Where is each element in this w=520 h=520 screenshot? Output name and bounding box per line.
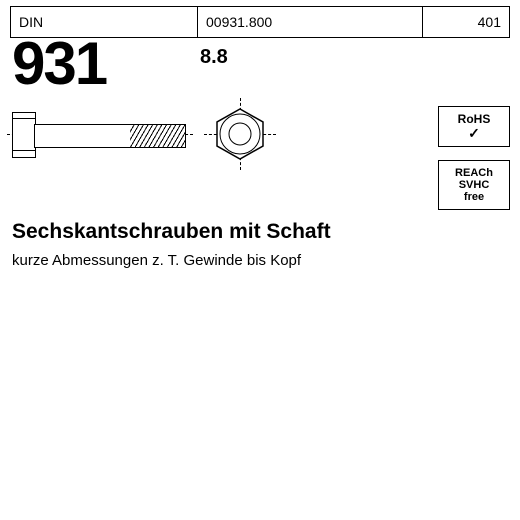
bolt-front-view: [210, 104, 270, 164]
header-right-cell: 401: [423, 7, 510, 37]
bolt-head-mid: [12, 118, 36, 154]
bolt-head-flange-bot: [12, 150, 36, 158]
rohs-check-icon: ✓: [443, 126, 505, 140]
rohs-badge: RoHS ✓: [438, 106, 510, 147]
product-title: Sechskantschrauben mit Schaft: [12, 220, 331, 244]
header-right: 401: [478, 14, 501, 30]
header-standard: DIN: [19, 14, 43, 30]
bolt-thread: [130, 125, 185, 147]
din-number: 931: [12, 34, 106, 94]
reach-line3: free: [443, 191, 505, 203]
reach-line1: REACh: [443, 167, 505, 179]
reach-badge: REACh SVHC free: [438, 160, 510, 210]
header-code-cell: 00931.800: [198, 7, 423, 37]
property-class: 8.8: [200, 46, 228, 69]
hexagon-icon: [213, 107, 267, 161]
bolt-shank: [34, 124, 186, 148]
spec-sheet: DIN 00931.800 401 931 8.8: [0, 0, 520, 520]
reach-line2: SVHC: [443, 179, 505, 191]
header-code: 00931.800: [206, 14, 272, 30]
bolt-head-side: [12, 112, 34, 158]
product-subtitle: kurze Abmessungen z. T. Gewinde bis Kopf: [12, 252, 301, 269]
lower-blank-area: [0, 280, 520, 520]
